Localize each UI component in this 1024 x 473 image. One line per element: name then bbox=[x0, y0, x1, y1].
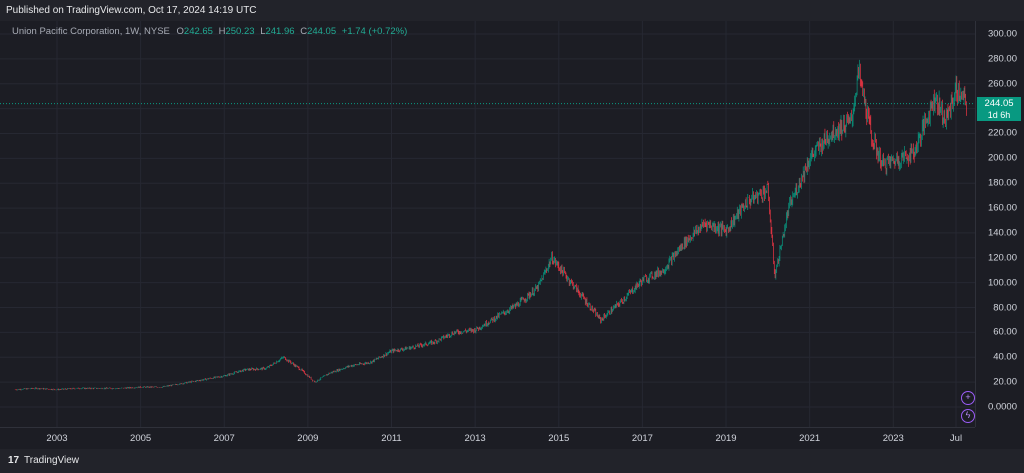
y-tick-label: 40.00 bbox=[993, 351, 1017, 363]
change-value: +1.74 (+0.72%) bbox=[341, 26, 408, 37]
time-axis[interactable]: 2003 2005 2007 2009 2011 2013 2015 2017 2019 2021… bbox=[0, 427, 975, 449]
last-price-label: 244.05 bbox=[977, 97, 1021, 110]
symbol-title: Union Pacific Corporation, 1W, NYSE bbox=[12, 26, 170, 37]
y-tick-label: 280.00 bbox=[987, 53, 1017, 65]
lightning-icon[interactable]: ϟ bbox=[961, 409, 975, 423]
x-tick-label: 2023 bbox=[882, 433, 904, 444]
y-tick-label: 0.0000 bbox=[987, 401, 1017, 413]
high-label: H bbox=[218, 26, 226, 37]
price-chart[interactable] bbox=[0, 21, 975, 427]
x-tick-label: Jul bbox=[949, 433, 963, 444]
y-tick-label: 260.00 bbox=[987, 78, 1017, 90]
y-tick-label: 200.00 bbox=[987, 152, 1017, 164]
close-label: C bbox=[300, 26, 308, 37]
x-tick-label: 2003 bbox=[46, 433, 68, 444]
y-tick-label: 180.00 bbox=[987, 177, 1017, 189]
y-tick-label: 80.00 bbox=[993, 302, 1017, 314]
y-tick-label: 300.00 bbox=[987, 28, 1017, 40]
y-tick-label: 100.00 bbox=[987, 277, 1017, 289]
chart-area[interactable] bbox=[0, 21, 1024, 449]
x-tick-label: 2011 bbox=[381, 433, 402, 444]
x-tick-label: 2005 bbox=[130, 433, 152, 444]
x-tick-label: 2015 bbox=[548, 433, 570, 444]
x-tick-label: 2021 bbox=[799, 433, 821, 444]
low-label: L bbox=[260, 26, 266, 37]
y-tick-label: 20.00 bbox=[993, 376, 1017, 388]
x-tick-label: 2009 bbox=[297, 433, 319, 444]
x-tick-label: 2007 bbox=[213, 433, 235, 444]
add-icon[interactable]: + bbox=[961, 391, 975, 405]
open-label: O bbox=[176, 26, 184, 37]
close-value: 244.05 bbox=[307, 26, 337, 37]
low-value: 241.96 bbox=[265, 26, 295, 37]
x-tick-label: 2019 bbox=[715, 433, 737, 444]
tradingview-brand: TradingView bbox=[24, 455, 80, 466]
open-value: 242.65 bbox=[183, 26, 213, 37]
y-tick-label: 60.00 bbox=[993, 326, 1017, 338]
y-tick-label: 220.00 bbox=[987, 127, 1017, 139]
published-header: Published on TradingView.com, Oct 17, 20… bbox=[6, 5, 257, 16]
x-tick-label: 2013 bbox=[464, 433, 486, 444]
x-tick-label: 2017 bbox=[631, 433, 653, 444]
footer: 17 TradingView bbox=[0, 449, 1024, 473]
y-tick-label: 140.00 bbox=[987, 227, 1017, 239]
price-axis[interactable]: 300.00280.00260.00240.00220.00200.00180.… bbox=[975, 21, 1024, 427]
bar-countdown-label: 1d 6h bbox=[977, 110, 1021, 121]
symbol-legend: Union Pacific Corporation, 1W, NYSE O242… bbox=[12, 26, 407, 37]
high-value: 250.23 bbox=[225, 26, 255, 37]
y-tick-label: 160.00 bbox=[987, 202, 1017, 214]
tradingview-logo-icon: 17 bbox=[8, 455, 20, 466]
y-tick-label: 120.00 bbox=[987, 252, 1017, 264]
